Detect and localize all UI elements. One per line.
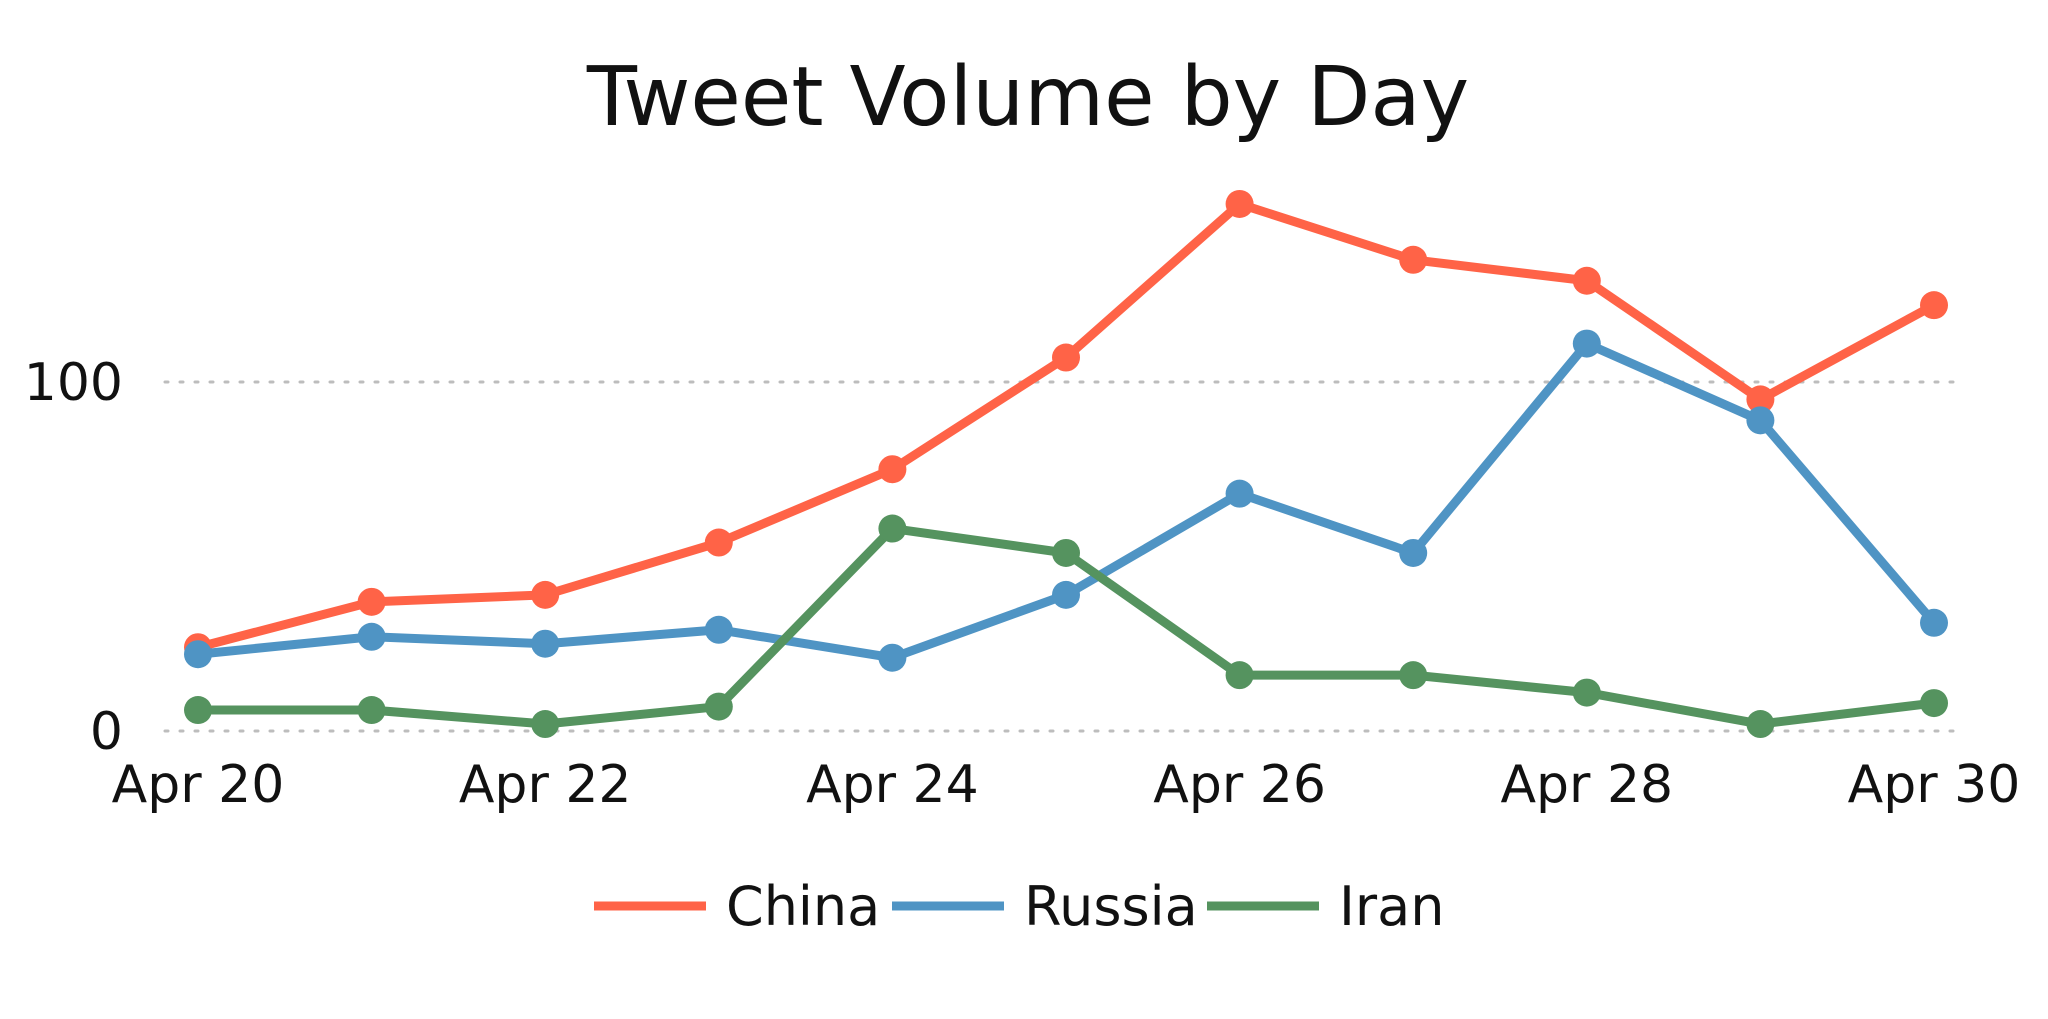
data-point-russia <box>878 643 907 672</box>
data-point-china <box>1052 343 1080 372</box>
series-iran <box>184 514 1948 739</box>
x-tick-label: Apr 28 <box>1500 755 1673 815</box>
data-point-iran <box>1920 689 1948 718</box>
data-point-russia <box>1399 538 1428 567</box>
legend: China Russia Iran <box>594 875 1444 938</box>
data-point-china <box>1746 385 1775 414</box>
legend-label: Iran <box>1339 875 1444 938</box>
series-line-china <box>193 199 1939 652</box>
data-point-china <box>1572 266 1601 295</box>
data-point-russia <box>1920 608 1948 637</box>
data-point-china <box>704 528 733 557</box>
data-point-china <box>1225 189 1254 218</box>
series-china <box>184 189 1948 662</box>
legend-label: China <box>726 875 880 938</box>
x-tick-label: Apr 22 <box>459 755 632 815</box>
series-russia <box>184 329 1948 672</box>
data-point-russia <box>1052 580 1080 609</box>
data-point-iran <box>357 696 386 725</box>
data-point-iran <box>704 692 733 721</box>
data-point-russia <box>531 629 560 658</box>
y-tick-label: 100 <box>24 353 123 413</box>
data-point-china <box>1920 291 1948 320</box>
data-point-iran <box>1399 661 1428 690</box>
data-point-iran <box>1052 538 1080 567</box>
data-point-russia <box>357 622 386 651</box>
series-line-russia <box>193 339 1939 663</box>
data-point-iran <box>1746 710 1775 739</box>
data-point-iran <box>531 710 560 739</box>
data-point-iran <box>1572 678 1601 707</box>
x-axis-ticks: Apr 20 Apr 22 Apr 24 Apr 26 Apr 28 Apr 30 <box>112 755 2021 815</box>
gridlines <box>163 380 1964 733</box>
data-point-iran <box>878 514 907 543</box>
series-lines <box>184 189 1948 739</box>
y-tick-label: 0 <box>90 702 123 762</box>
legend-item-china: China <box>594 875 880 938</box>
data-point-russia <box>1746 406 1775 435</box>
legend-item-iran: Iran <box>1207 875 1444 938</box>
x-tick-label: Apr 20 <box>112 755 285 815</box>
data-point-china <box>531 580 560 609</box>
chart-title: Tweet Volume by Day <box>586 50 1469 145</box>
x-tick-label: Apr 26 <box>1153 755 1326 815</box>
data-point-china <box>878 455 907 484</box>
data-point-russia <box>1225 479 1254 508</box>
data-point-russia <box>184 640 212 669</box>
y-axis-ticks: 0 100 <box>24 353 123 762</box>
data-point-iran <box>184 696 212 725</box>
data-point-russia <box>704 615 733 644</box>
data-point-china <box>357 587 386 616</box>
data-point-china <box>1399 245 1428 274</box>
x-tick-label: Apr 30 <box>1848 755 2021 815</box>
legend-item-russia: Russia <box>892 875 1198 938</box>
data-point-iran <box>1225 661 1254 690</box>
legend-label: Russia <box>1024 875 1198 938</box>
data-point-russia <box>1572 329 1601 358</box>
x-tick-label: Apr 24 <box>806 755 979 815</box>
